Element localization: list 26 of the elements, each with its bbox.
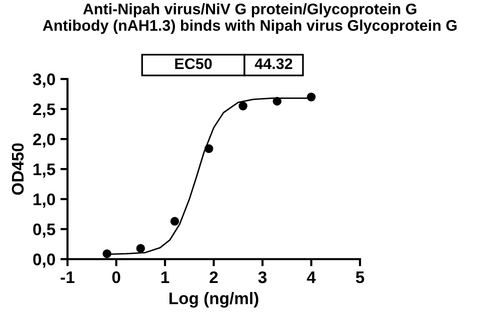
x-tick-label: 1 — [161, 272, 170, 284]
chart-title: Anti-Nipah virus/NiV G protein/Glycoprotein G Antibody (nAH1.3) binds with Nipah virus Glycoprotein G — [42, 3, 457, 34]
text: 44.32 — [254, 58, 292, 70]
point — [306, 92, 316, 102]
point — [204, 144, 214, 154]
point — [136, 244, 145, 253]
y-tick-label: 3,0 — [32, 73, 56, 88]
x-tick-label: -1 — [60, 272, 74, 284]
x-tick-label: 5 — [356, 272, 364, 284]
point — [272, 96, 282, 106]
point — [238, 102, 248, 110]
y-tick-label: 2,5 — [33, 103, 56, 118]
y-tick-label: 2,0 — [33, 133, 56, 148]
x-tick-label: 3 — [258, 271, 267, 284]
y-tick-label: 0,0 — [33, 254, 56, 268]
point — [102, 249, 112, 258]
point — [170, 216, 180, 226]
x-tick-label: 2 — [210, 271, 218, 284]
text: EC50 — [175, 58, 212, 70]
y-tick-label: 0,5 — [33, 224, 56, 238]
x-axis-title: Log (ng/ml) — [170, 292, 258, 308]
y-axis-title: OD450 — [12, 143, 24, 195]
x-tick-label: 0 — [112, 271, 120, 284]
y-tick-label: 1,5 — [34, 164, 56, 178]
x-tick-label: 4 — [306, 272, 316, 284]
y-tick-label: 1,0 — [34, 193, 56, 208]
